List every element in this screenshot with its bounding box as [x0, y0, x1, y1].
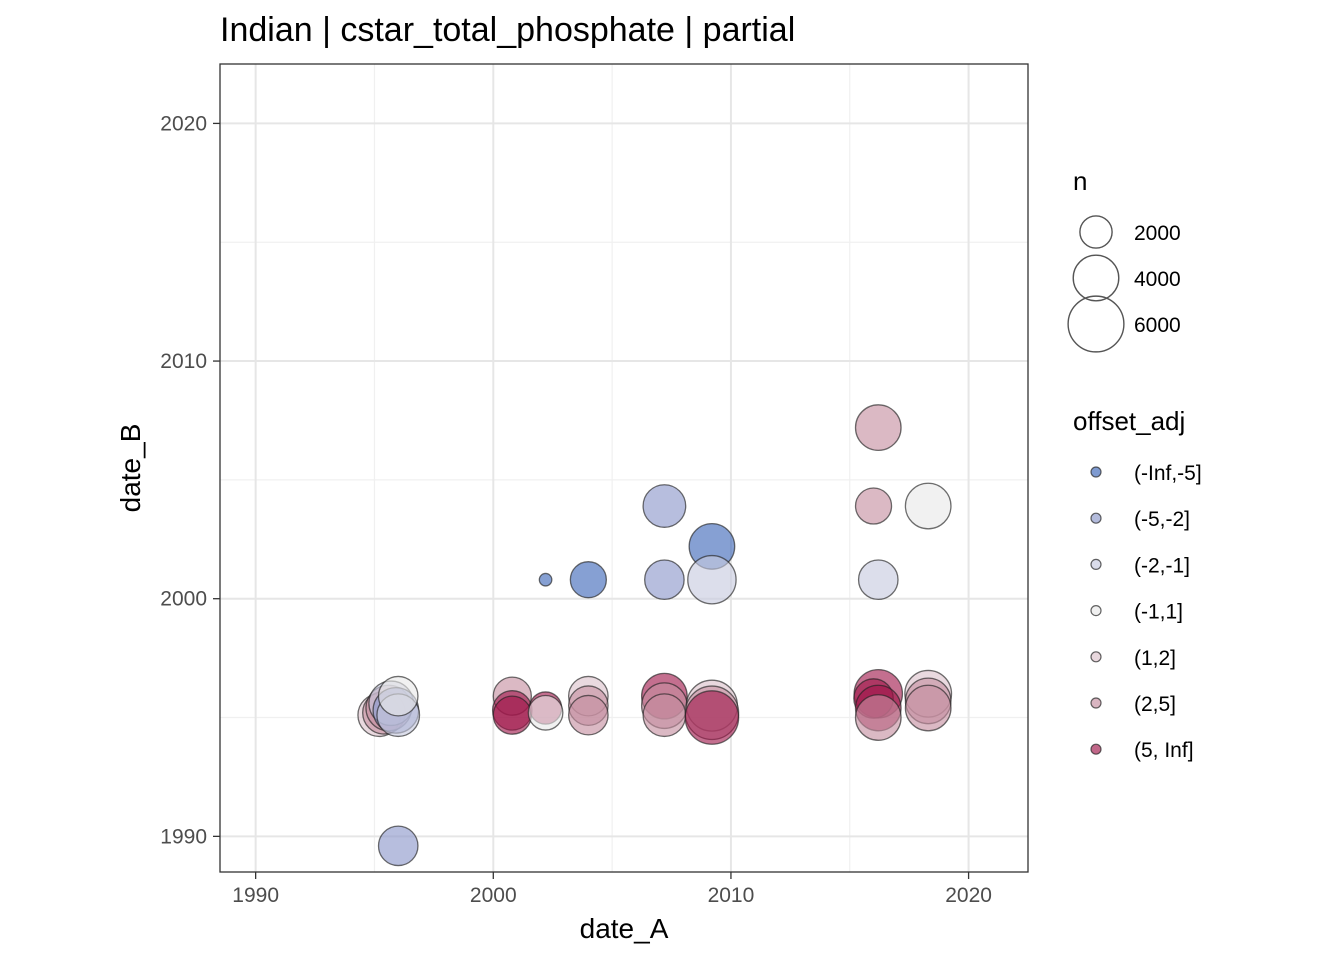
- color-legend: offset_adj (-Inf,-5] (-5,-2] (-2,-1] (-1,1]…: [1073, 406, 1202, 762]
- color-legend-label: (1,2]: [1134, 647, 1176, 670]
- x-tick-label: 2020: [945, 884, 992, 907]
- y-tick-label: 2000: [160, 588, 207, 611]
- color-legend-key: [1090, 743, 1102, 755]
- color-legend-label: (-1,1]: [1134, 601, 1183, 624]
- data-point: [642, 484, 687, 528]
- x-axis-title: date_A: [580, 913, 669, 944]
- data-points: [357, 404, 953, 867]
- data-point: [854, 694, 902, 741]
- data-point: [527, 694, 564, 731]
- data-point: [857, 559, 899, 601]
- data-point: [492, 695, 533, 735]
- x-tick-label: 2010: [708, 884, 755, 907]
- size-legend: n 2000 4000 6000: [1067, 166, 1181, 353]
- data-point: [684, 690, 740, 745]
- size-legend-key: [1067, 295, 1125, 353]
- y-axis-title: date_B: [115, 424, 146, 513]
- color-legend-key: [1090, 558, 1102, 571]
- color-legend-title: offset_adj: [1073, 406, 1185, 436]
- y-tick-label: 2010: [160, 350, 207, 373]
- size-legend-label: 4000: [1134, 268, 1181, 291]
- panel-background: [220, 64, 1028, 872]
- data-point: [644, 559, 685, 601]
- color-legend-key: [1090, 604, 1102, 617]
- panel-border: [219, 63, 1029, 873]
- data-point: [569, 561, 608, 599]
- color-legend-label: (-Inf,-5]: [1134, 462, 1202, 485]
- data-point: [904, 482, 952, 530]
- data-point: [567, 694, 609, 736]
- x-tick-label: 1990: [232, 884, 279, 907]
- data-point: [854, 404, 902, 452]
- color-legend-label: (2,5]: [1134, 693, 1176, 716]
- size-legend-key: [1079, 215, 1113, 249]
- minor-gridlines: [220, 64, 1028, 872]
- color-legend-label: (-2,-1]: [1134, 554, 1190, 577]
- data-point: [538, 572, 553, 587]
- size-legend-title: n: [1073, 166, 1087, 196]
- y-tick-label: 1990: [160, 825, 207, 848]
- color-legend-key: [1090, 512, 1102, 524]
- chart-title: Indian | cstar_total_phosphate | partial: [220, 11, 795, 49]
- data-point: [687, 554, 737, 605]
- color-legend-key: [1090, 651, 1102, 663]
- data-point: [377, 825, 419, 867]
- size-legend-label: 2000: [1134, 222, 1181, 245]
- color-legend-label: (5, Inf]: [1134, 739, 1194, 762]
- x-tick-label: 2000: [470, 884, 517, 907]
- y-axis: 1990 2000 2010 2020: [160, 112, 220, 848]
- x-axis: 1990 2000 2010 2020: [232, 872, 992, 907]
- data-point: [854, 487, 893, 525]
- color-legend-label: (-5,-2]: [1134, 508, 1190, 531]
- size-legend-key: [1072, 254, 1120, 302]
- data-point: [904, 684, 952, 732]
- data-point: [377, 675, 419, 717]
- y-tick-label: 2020: [160, 112, 207, 135]
- color-legend-key: [1090, 697, 1102, 709]
- major-gridlines: [220, 64, 1028, 872]
- plot-panel: [219, 63, 1029, 873]
- size-legend-label: 6000: [1134, 314, 1181, 337]
- data-point: [642, 693, 687, 738]
- color-legend-key: [1090, 466, 1102, 478]
